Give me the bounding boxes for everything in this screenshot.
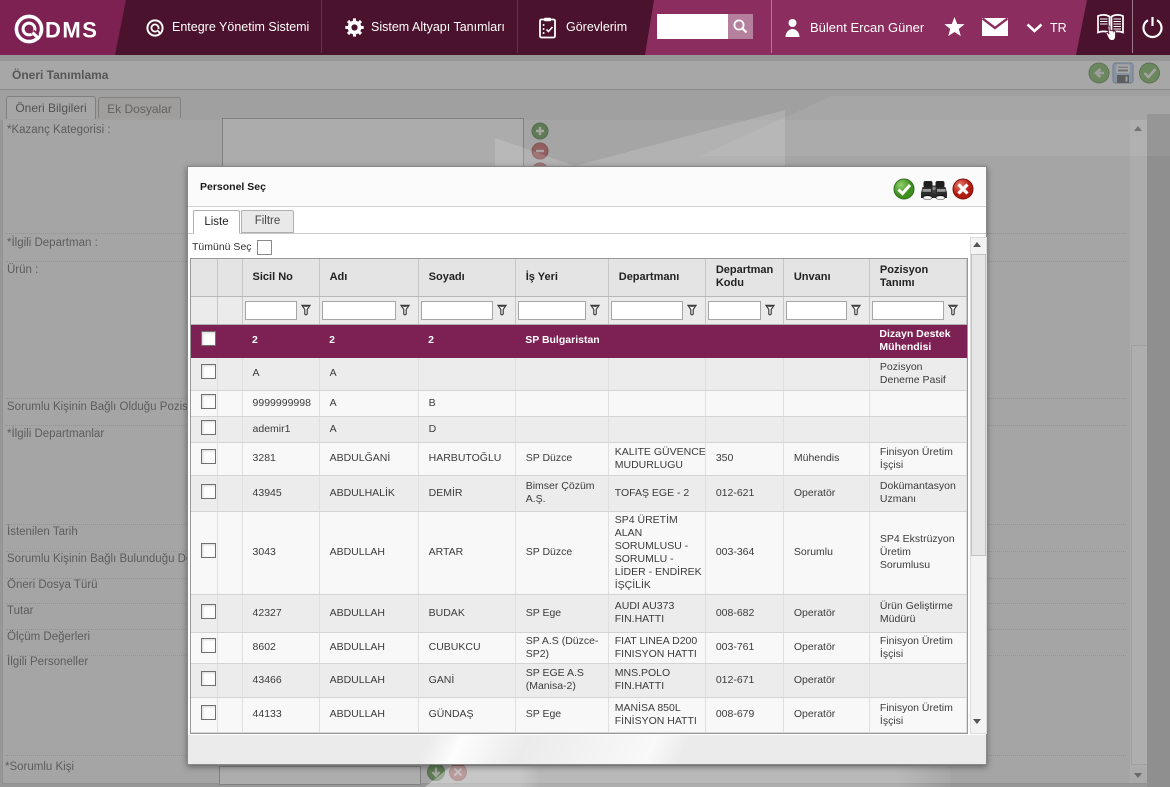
svg-text:DMS: DMS: [45, 18, 98, 43]
